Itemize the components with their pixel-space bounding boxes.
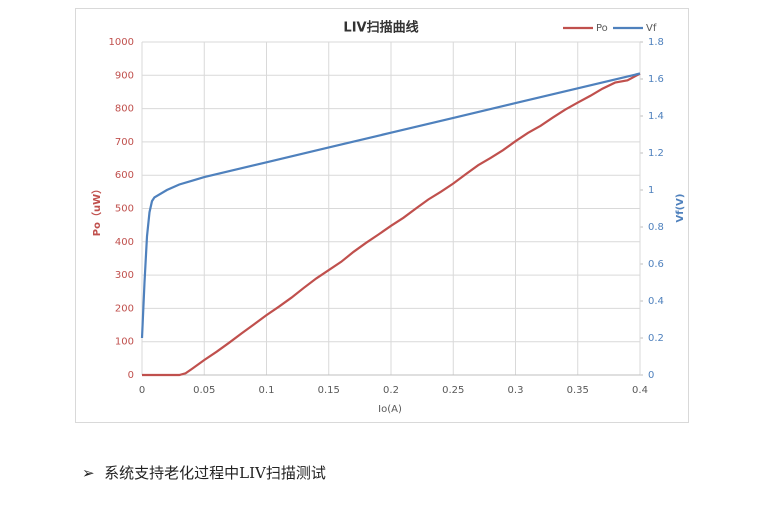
y2-tick-label: 1.6 bbox=[648, 74, 664, 85]
note: ➢ 系统支持老化过程中LIV扫描测试 bbox=[82, 462, 326, 483]
y-tick-label: 0 bbox=[128, 370, 134, 381]
y-axis-label: Po（uW） bbox=[90, 184, 103, 236]
series-line bbox=[140, 72, 641, 339]
y2-tick-label: 1 bbox=[648, 185, 654, 196]
y-tick-label: 600 bbox=[115, 170, 134, 181]
y2-tick-label: 1.8 bbox=[648, 37, 664, 48]
y2-tick-label: 0.2 bbox=[648, 333, 664, 344]
bullet: ➢ bbox=[82, 464, 105, 482]
chart-title: LIV扫描曲线 bbox=[343, 20, 418, 36]
legend-label: Po bbox=[596, 23, 608, 34]
x-tick-label: 0.3 bbox=[508, 385, 524, 396]
legend-label: Vf bbox=[646, 23, 657, 34]
x-tick-label: 0.05 bbox=[193, 385, 215, 396]
y-tick-label: 700 bbox=[115, 137, 134, 148]
x-tick-label: 0 bbox=[139, 385, 145, 396]
x-tick-label: 0.25 bbox=[442, 385, 464, 396]
y-tick-label: 500 bbox=[115, 204, 134, 215]
y-tick-label: 1000 bbox=[109, 37, 134, 48]
x-tick-label: 0.15 bbox=[318, 385, 340, 396]
y2-tick-label: 0.6 bbox=[648, 259, 664, 270]
x-tick-label: 0.35 bbox=[567, 385, 589, 396]
x-tick-label: 0.4 bbox=[632, 385, 648, 396]
y2-tick-label: 0 bbox=[648, 370, 654, 381]
y-tick-label: 900 bbox=[115, 70, 134, 81]
chart: LIV扫描曲线 Io(A) Po（uW） Vf(V) 0100200300400… bbox=[90, 20, 686, 416]
y2-tick-label: 0.4 bbox=[648, 296, 664, 307]
y2-tick-label: 1.2 bbox=[648, 148, 664, 159]
y-tick-label: 400 bbox=[115, 237, 134, 248]
y2-tick-label: 1.4 bbox=[648, 111, 664, 122]
x-axis-label: Io(A) bbox=[378, 404, 402, 415]
y-tick-label: 800 bbox=[115, 104, 134, 115]
x-tick-label: 0.1 bbox=[259, 385, 275, 396]
y2-tick-label: 0.8 bbox=[648, 222, 664, 233]
y-tick-label: 200 bbox=[115, 303, 134, 314]
chart-frame bbox=[75, 8, 689, 423]
y-tick-label: 100 bbox=[115, 337, 134, 348]
note-text: 系统支持老化过程中LIV扫描测试 bbox=[104, 464, 326, 482]
series-line bbox=[142, 72, 641, 377]
x-tick-label: 0.2 bbox=[383, 385, 399, 396]
y-tick-label: 300 bbox=[115, 270, 134, 281]
y2-axis-label: Vf(V) bbox=[675, 194, 686, 223]
